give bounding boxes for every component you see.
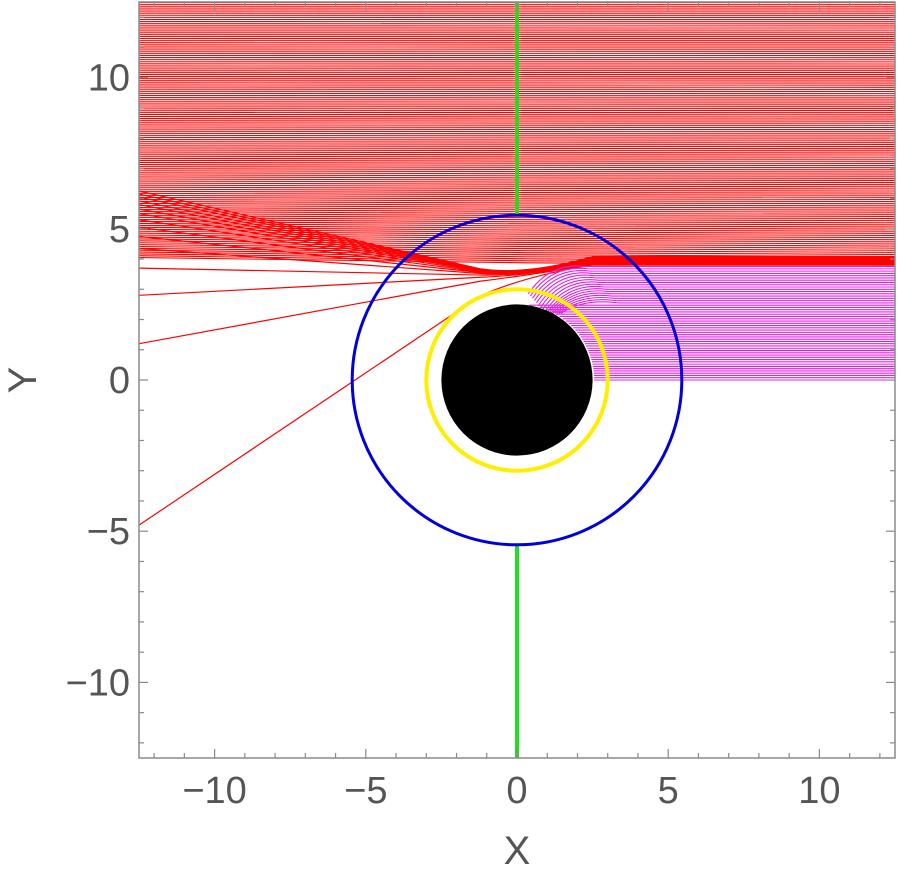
escaping-ray — [139, 159, 895, 162]
captured-ray — [527, 265, 895, 295]
escaping-ray — [139, 134, 895, 137]
escaping-ray — [139, 176, 895, 179]
escaping-ray — [139, 143, 895, 145]
escaping-ray — [139, 244, 895, 251]
escaping-ray — [139, 128, 895, 131]
captured-ray — [550, 290, 895, 314]
escaping-ray — [139, 204, 895, 209]
x-tick-label: 10 — [798, 770, 840, 812]
escaping-rays — [139, 2, 895, 266]
captured-ray — [560, 301, 895, 314]
captured-ray — [544, 283, 895, 313]
escaping-ray — [139, 170, 895, 173]
escaping-ray — [139, 153, 895, 156]
escaping-ray — [139, 192, 895, 196]
x-tick-label: 0 — [506, 770, 527, 812]
escaping-ray — [139, 210, 895, 215]
y-axis-label: Y — [1, 367, 45, 394]
y-tick-label: 10 — [88, 58, 130, 100]
y-tick-labels: −10 −5 0 5 10 — [66, 58, 130, 705]
captured-ray — [558, 299, 895, 314]
captured-ray — [554, 294, 895, 314]
x-tick-label: 5 — [658, 770, 679, 812]
escaping-ray — [139, 180, 895, 184]
escaping-ray — [139, 186, 895, 190]
escaping-ray — [139, 141, 895, 143]
y-tick-label: 5 — [109, 209, 130, 251]
escaping-ray — [139, 132, 895, 135]
escaping-ray — [139, 157, 895, 160]
captured-ray — [548, 288, 895, 314]
outer-circle — [350, 213, 684, 547]
escaping-ray — [139, 240, 895, 247]
escaping-ray — [139, 236, 895, 243]
escaping-ray — [139, 194, 895, 198]
escaping-ray — [139, 163, 895, 167]
y-tick-label: −5 — [87, 511, 130, 553]
captured-ray — [552, 292, 895, 314]
axis-ticks — [139, 2, 895, 758]
escaping-ray — [139, 161, 895, 165]
captured-ray — [536, 274, 895, 304]
x-tick-labels: −10 −5 0 5 10 — [182, 770, 840, 812]
y-tick-label: 0 — [109, 360, 130, 402]
escaping-ray — [139, 155, 895, 158]
escaping-ray — [139, 226, 895, 232]
captured-ray — [546, 285, 895, 314]
escaping-ray — [139, 245, 895, 253]
escaping-ray — [139, 232, 895, 239]
escaping-ray-fan — [139, 190, 895, 526]
escaping-ray — [139, 130, 895, 133]
escaping-ray — [139, 200, 895, 205]
escaping-ray — [139, 149, 895, 152]
x-tick-label: −5 — [344, 770, 387, 812]
escaping-ray — [139, 202, 895, 207]
photon-sphere-circle — [424, 287, 610, 473]
escaping-ray — [139, 178, 895, 181]
escaping-ray — [139, 206, 895, 211]
escaping-ray — [139, 198, 895, 203]
escaping-ray — [139, 196, 895, 201]
escaping-ray — [139, 168, 895, 171]
escaping-ray — [139, 145, 895, 148]
escaping-ray — [139, 214, 895, 220]
plot-area — [139, 2, 895, 758]
x-tick-label: −10 — [182, 770, 246, 812]
escaping-ray — [139, 166, 895, 169]
x-axis-label: X — [504, 829, 531, 873]
deflected-ray — [139, 190, 895, 272]
escaping-ray — [139, 188, 895, 192]
escaping-ray — [139, 216, 895, 222]
y-tick-label: −10 — [66, 662, 130, 704]
escaping-ray — [139, 208, 895, 213]
escaping-ray — [139, 228, 895, 234]
escaping-ray — [139, 147, 895, 150]
escaping-ray — [139, 190, 895, 194]
escaping-ray — [139, 249, 895, 258]
escaping-ray — [139, 151, 895, 154]
escaping-ray — [139, 224, 895, 230]
captured-ray — [542, 281, 895, 310]
escaping-ray — [139, 174, 895, 177]
captured-ray — [556, 297, 895, 314]
captured-rays — [527, 265, 895, 381]
escaping-ray — [139, 136, 895, 139]
escaping-ray — [139, 238, 895, 245]
captured-ray — [540, 279, 895, 308]
escaping-ray — [139, 172, 895, 175]
black-hole-shadow — [441, 304, 593, 456]
captured-ray — [538, 276, 895, 306]
escaping-ray — [139, 182, 895, 186]
escaping-ray — [139, 139, 895, 141]
escaping-ray — [139, 234, 895, 241]
escaping-ray — [139, 184, 895, 188]
